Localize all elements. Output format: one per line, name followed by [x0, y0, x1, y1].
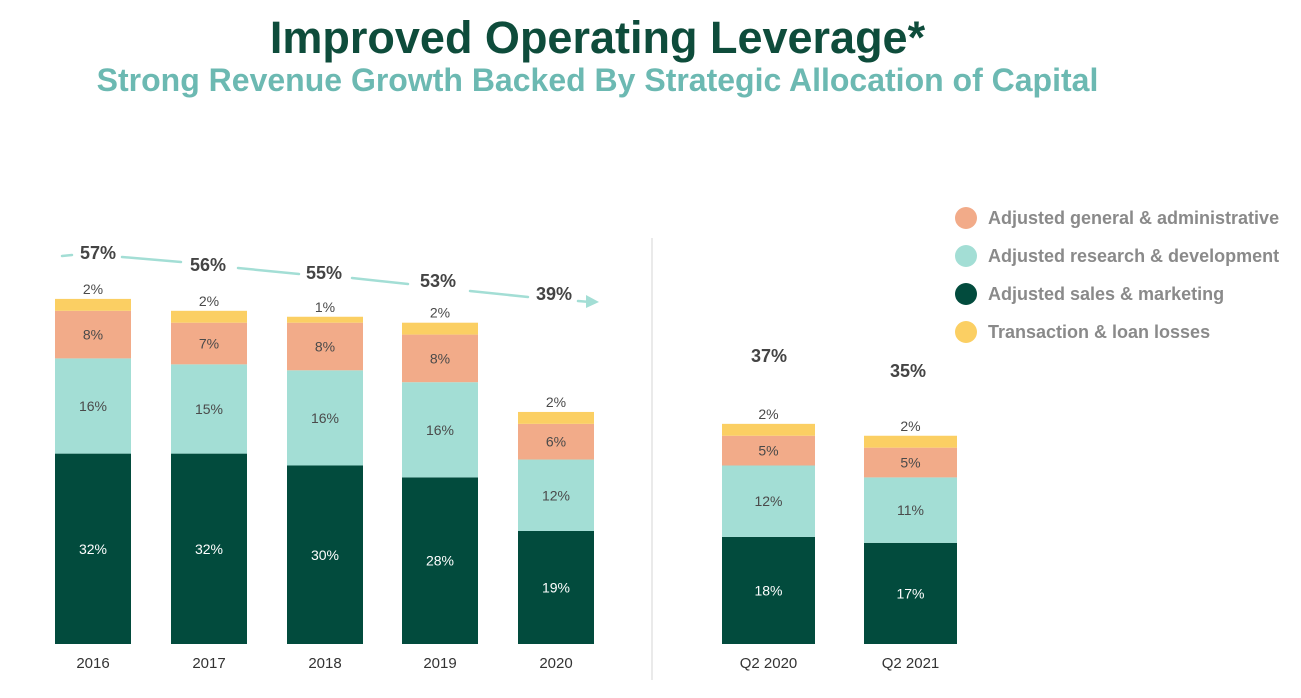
bar-q2-2020-adjusted-general-administrative — [722, 435, 815, 466]
bar-2016-adjusted-research-development — [55, 358, 131, 454]
bar-q2-2021-adjusted-sales-marketing — [864, 542, 957, 644]
bar-2020-adjusted-research-development — [518, 459, 594, 531]
legend-item-adjusted-general-administrative: Adjusted general & administrative — [955, 206, 1279, 230]
bar-q2-2021-adjusted-research-development — [864, 477, 957, 543]
bar-q2-2020-transaction-loan-losses — [722, 423, 815, 436]
data-label: 16% — [311, 410, 339, 426]
total-label: 53% — [420, 271, 456, 291]
data-label: 11% — [897, 502, 924, 518]
data-label: 6% — [546, 434, 566, 450]
legend-label: Adjusted general & administrative — [988, 207, 1280, 228]
data-label: 19% — [542, 579, 570, 595]
bar-2019-transaction-loan-losses — [402, 322, 478, 335]
data-label: 2% — [430, 305, 450, 321]
chart-legend: Adjusted general & administrative Adjuste… — [955, 206, 1279, 358]
data-label: 2% — [900, 418, 920, 434]
x-tick-label: 2016 — [76, 655, 109, 672]
bar-2017-transaction-loan-losses — [171, 310, 247, 323]
bar-2019-adjusted-sales-marketing — [402, 477, 478, 644]
legend-swatch — [955, 321, 977, 343]
data-label: 2% — [83, 281, 103, 297]
trend-arrow-segment — [120, 255, 183, 264]
legend-swatch — [955, 283, 977, 305]
bar-2016-adjusted-general-administrative — [55, 310, 131, 359]
data-label: 8% — [430, 350, 450, 366]
data-label: 5% — [900, 455, 920, 471]
bar-2017-adjusted-sales-marketing — [171, 453, 247, 644]
trend-arrow-head — [586, 295, 599, 308]
total-label: 39% — [536, 284, 572, 304]
legend-label: Transaction & loan losses — [988, 321, 1211, 342]
data-label: 18% — [754, 582, 782, 598]
data-label: 16% — [426, 422, 454, 438]
chart-title: Improved Operating Leverage* — [269, 12, 926, 63]
bar-2019-adjusted-research-development — [402, 382, 478, 478]
legend-item-adjusted-research-development: Adjusted research & development — [955, 244, 1279, 268]
data-label: 28% — [426, 553, 454, 569]
data-label: 5% — [758, 443, 778, 459]
legend-label: Adjusted research & development — [988, 245, 1280, 266]
legend-label: Adjusted sales & marketing — [988, 283, 1225, 304]
trend-arrow-segment — [60, 253, 74, 258]
bar-q2-2021-transaction-loan-losses — [864, 435, 957, 448]
bar-2020-adjusted-sales-marketing — [518, 530, 594, 644]
trend-arrow-segment — [236, 266, 301, 276]
total-label: 37% — [751, 346, 787, 366]
x-tick-label: 2020 — [539, 655, 572, 672]
x-tick-label: 2019 — [423, 655, 456, 672]
bar-2016-adjusted-sales-marketing — [55, 453, 131, 644]
data-label: 30% — [311, 547, 339, 563]
total-label: 57% — [80, 243, 116, 263]
bar-2019-adjusted-general-administrative — [402, 334, 478, 383]
chart-subtitle: Strong Revenue Growth Backed By Strategi… — [96, 62, 1099, 98]
data-label: 8% — [83, 327, 103, 343]
bar-q2-2021-adjusted-general-administrative — [864, 447, 957, 478]
data-label: 32% — [79, 541, 107, 557]
legend-swatch — [955, 207, 977, 229]
data-label: 16% — [79, 398, 107, 414]
bar-2020-adjusted-general-administrative — [518, 423, 594, 460]
x-tick-label: 2018 — [308, 655, 341, 672]
bar-2017-adjusted-general-administrative — [171, 322, 247, 365]
bar-2018-adjusted-research-development — [287, 370, 363, 466]
bar-2018-transaction-loan-losses — [287, 316, 363, 323]
bar-2017-adjusted-research-development — [171, 364, 247, 454]
legend-item-transaction-loan-losses: Transaction & loan losses — [955, 320, 1279, 344]
bar-2020-transaction-loan-losses — [518, 411, 594, 424]
data-label: 17% — [896, 585, 924, 601]
bar-2016-transaction-loan-losses — [55, 298, 131, 311]
data-label: 8% — [315, 339, 335, 355]
bar-q2-2020-adjusted-research-development — [722, 465, 815, 537]
data-label: 32% — [195, 541, 223, 557]
data-label: 2% — [546, 394, 566, 410]
data-label: 1% — [315, 299, 335, 315]
x-tick-label: Q2 2021 — [882, 655, 940, 672]
data-label: 15% — [195, 401, 223, 417]
trend-arrow-segment — [468, 289, 530, 299]
total-label: 55% — [306, 263, 342, 283]
bar-2018-adjusted-sales-marketing — [287, 465, 363, 644]
bar-2018-adjusted-general-administrative — [287, 322, 363, 371]
total-label: 35% — [890, 361, 926, 381]
bar-q2-2020-adjusted-sales-marketing — [722, 536, 815, 644]
total-label: 56% — [190, 255, 226, 275]
legend-swatch — [955, 245, 977, 267]
data-label: 12% — [754, 493, 782, 509]
trend-arrow-segment — [350, 276, 410, 286]
data-label: 12% — [542, 487, 570, 503]
x-tick-label: Q2 2020 — [740, 655, 798, 672]
data-label: 7% — [199, 336, 219, 352]
x-tick-label: 2017 — [192, 655, 225, 672]
data-label: 2% — [758, 406, 778, 422]
legend-item-adjusted-sales-marketing: Adjusted sales & marketing — [955, 282, 1279, 306]
data-label: 2% — [199, 293, 219, 309]
